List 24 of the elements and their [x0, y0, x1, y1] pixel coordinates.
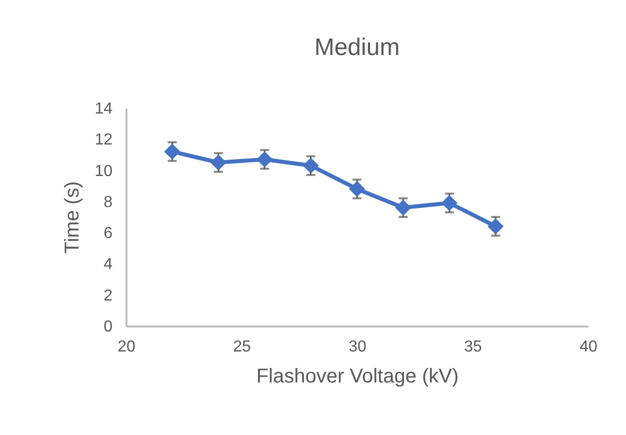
x-tick-label: 35 — [464, 338, 482, 356]
x-axis-title: Flashover Voltage (kV) — [256, 366, 459, 388]
point — [256, 151, 273, 168]
y-tick-label: 6 — [104, 225, 113, 242]
y-tick-label: 12 — [94, 132, 113, 149]
x-tick-label: 25 — [233, 338, 251, 356]
chart-title: Medium — [314, 34, 400, 61]
point — [210, 154, 226, 171]
y-tick-label: 8 — [104, 194, 113, 211]
x-tick-label: 30 — [348, 338, 366, 356]
y-tick-label: 0 — [104, 318, 113, 336]
y-tick-label: 4 — [104, 256, 113, 274]
y-tick-label: 10 — [94, 162, 113, 180]
y-axis-title: Time (s) — [62, 181, 84, 254]
point — [488, 218, 504, 234]
point — [395, 200, 412, 216]
point — [302, 158, 319, 174]
y-tick-label: 2 — [104, 287, 113, 304]
x-tick-label: 20 — [118, 338, 136, 356]
point — [348, 180, 366, 198]
point — [164, 144, 180, 160]
point — [441, 194, 458, 212]
x-tick-label: 40 — [580, 338, 598, 356]
y-tick-label: 14 — [94, 100, 113, 118]
